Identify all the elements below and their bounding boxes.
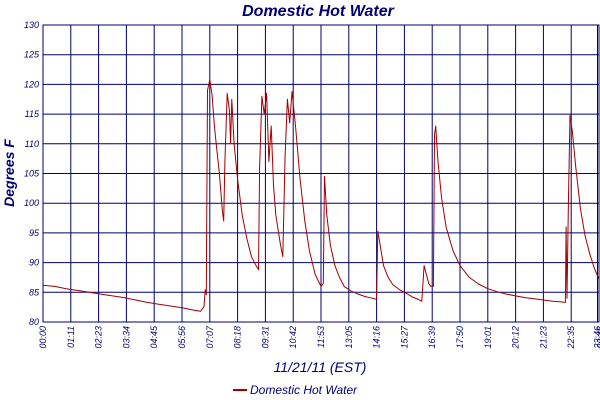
y-tick-label: 130 <box>24 20 39 30</box>
legend: Domestic Hot Water <box>233 383 358 397</box>
series-layer <box>42 79 600 312</box>
x-tick-label: 13:05 <box>344 325 354 349</box>
y-tick-label: 110 <box>25 139 39 149</box>
y-tick-label: 95 <box>29 228 40 238</box>
x-tick-label: 00:00 <box>38 326 48 349</box>
y-axis-label: Degrees F <box>1 139 17 207</box>
y-tick-label: 115 <box>25 109 40 119</box>
legend-label: Domestic Hot Water <box>250 383 358 397</box>
x-tick-labels: 00:00 01:11 02:23 03:34 04:45 05:56 07:07 08:18… <box>38 325 600 350</box>
x-tick-label: 09:31 <box>260 326 270 349</box>
y-tick-label: 125 <box>24 50 40 60</box>
grid-lines <box>42 24 599 323</box>
x-tick-label: 03:34 <box>121 326 131 349</box>
x-axis-label: 11/21/11 (EST) <box>274 359 367 375</box>
x-tick-label: 02:23 <box>94 326 104 349</box>
series-line-domestic-hot-water <box>42 79 600 312</box>
x-tick-label: 19:01 <box>483 326 493 349</box>
y-tick-label: 85 <box>29 287 40 297</box>
x-tick-label: 07:07 <box>205 325 215 349</box>
y-tick-label: 80 <box>29 317 39 327</box>
x-tick-label: 17:50 <box>455 326 465 349</box>
x-tick-label: 20:12 <box>511 326 521 350</box>
chart-title: Domestic Hot Water <box>242 3 395 20</box>
x-tick-label: 05:56 <box>177 326 187 349</box>
y-tick-label: 100 <box>24 198 39 208</box>
x-tick-label: 10:42 <box>288 326 298 349</box>
y-tick-label: 105 <box>24 169 40 179</box>
x-tick-label: 04:45 <box>149 325 159 349</box>
x-tick-label: 23:46 <box>593 326 600 350</box>
plot-border <box>42 24 600 323</box>
x-tick-label: 23:46 <box>596 326 600 350</box>
x-tick-label: 22:35 <box>566 325 576 350</box>
x-tick-label: 14:16 <box>372 326 382 349</box>
x-tick-label: 16:39 <box>427 326 437 349</box>
x-tick-label: 01:11 <box>66 326 76 348</box>
x-tick-label: 15:27 <box>399 325 409 349</box>
y-tick-label: 90 <box>29 258 39 268</box>
x-tick-label: 21:23 <box>538 326 548 350</box>
x-tick-label: 11:53 <box>316 326 326 348</box>
x-tick-label: 08:18 <box>233 326 243 349</box>
y-tick-labels: 80 85 90 95 100 105 110 115 120 125 130 <box>24 20 40 327</box>
y-tick-label: 120 <box>24 79 39 89</box>
